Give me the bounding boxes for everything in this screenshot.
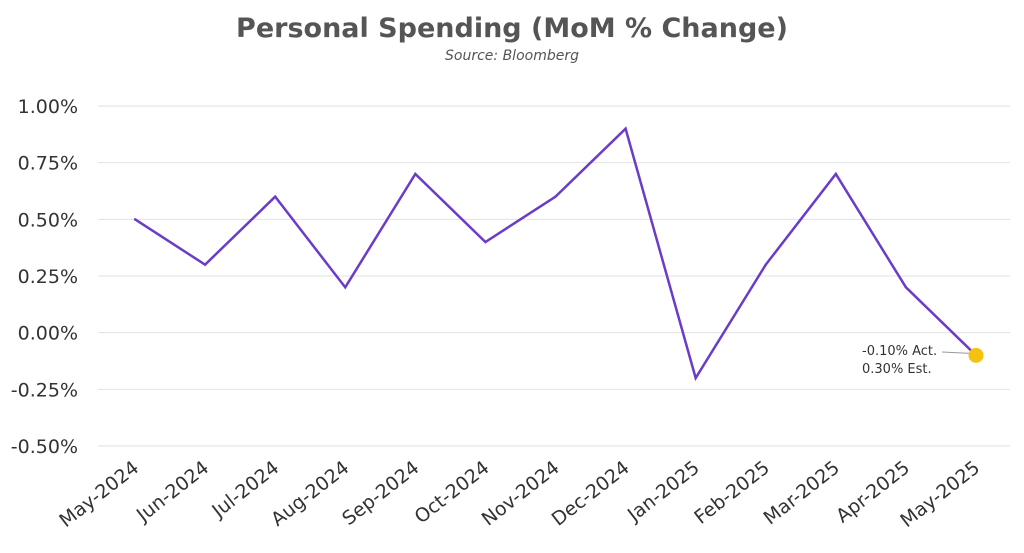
x-tick-label: Sep-2024 <box>338 457 423 530</box>
annotation-text: -0.10% Act. <box>862 344 937 359</box>
x-axis-ticks: May-2024Jun-2024Jul-2024Aug-2024Sep-2024… <box>55 457 984 532</box>
x-tick-label: Dec-2024 <box>548 457 634 531</box>
series-line <box>134 126 977 382</box>
y-axis-ticks: 1.00% 0.75% 0.50% 0.25% 0.00% -0.25% -0.50% <box>11 96 78 458</box>
x-tick-label: Aug-2024 <box>267 457 353 531</box>
data-point <box>764 263 767 266</box>
data-point <box>904 286 908 289</box>
data-point <box>133 218 137 221</box>
x-tick-label: May-2025 <box>896 457 984 532</box>
x-tick-label: Jun-2024 <box>132 457 213 527</box>
x-tick-label: Feb-2025 <box>690 457 774 529</box>
y-tick-label: 0.25% <box>18 266 78 288</box>
x-tick-label: May-2024 <box>55 457 143 532</box>
data-point <box>273 195 277 198</box>
y-tick-label: 0.00% <box>18 323 78 345</box>
series-layer <box>133 126 978 382</box>
x-tick-label: Mar-2025 <box>760 457 844 530</box>
x-tick-label: Jan-2025 <box>623 457 704 527</box>
annotation-leader-line <box>941 351 971 354</box>
highlight-point <box>968 347 984 363</box>
data-point <box>414 172 417 176</box>
y-tick-label: 0.50% <box>18 209 78 231</box>
annotation-text: 0.30% Est. <box>862 362 932 377</box>
data-point <box>554 195 557 198</box>
annotation-layer: -0.10% Act. 0.30% Est. <box>862 344 984 377</box>
chart-subtitle: Source: Bloomberg <box>445 48 579 64</box>
data-point <box>624 127 627 130</box>
x-tick-label: Nov-2024 <box>478 457 564 531</box>
data-point <box>484 240 487 244</box>
data-point <box>203 263 207 266</box>
gridlines <box>98 105 1010 447</box>
y-tick-label: -0.50% <box>11 436 78 458</box>
y-tick-label: -0.25% <box>11 379 78 401</box>
data-point <box>834 172 838 176</box>
y-tick-label: 0.75% <box>18 153 78 175</box>
data-point <box>344 286 347 289</box>
data-point <box>694 376 697 380</box>
y-tick-label: 1.00% <box>18 96 78 118</box>
chart-title: Personal Spending (MoM % Change) <box>236 13 788 44</box>
